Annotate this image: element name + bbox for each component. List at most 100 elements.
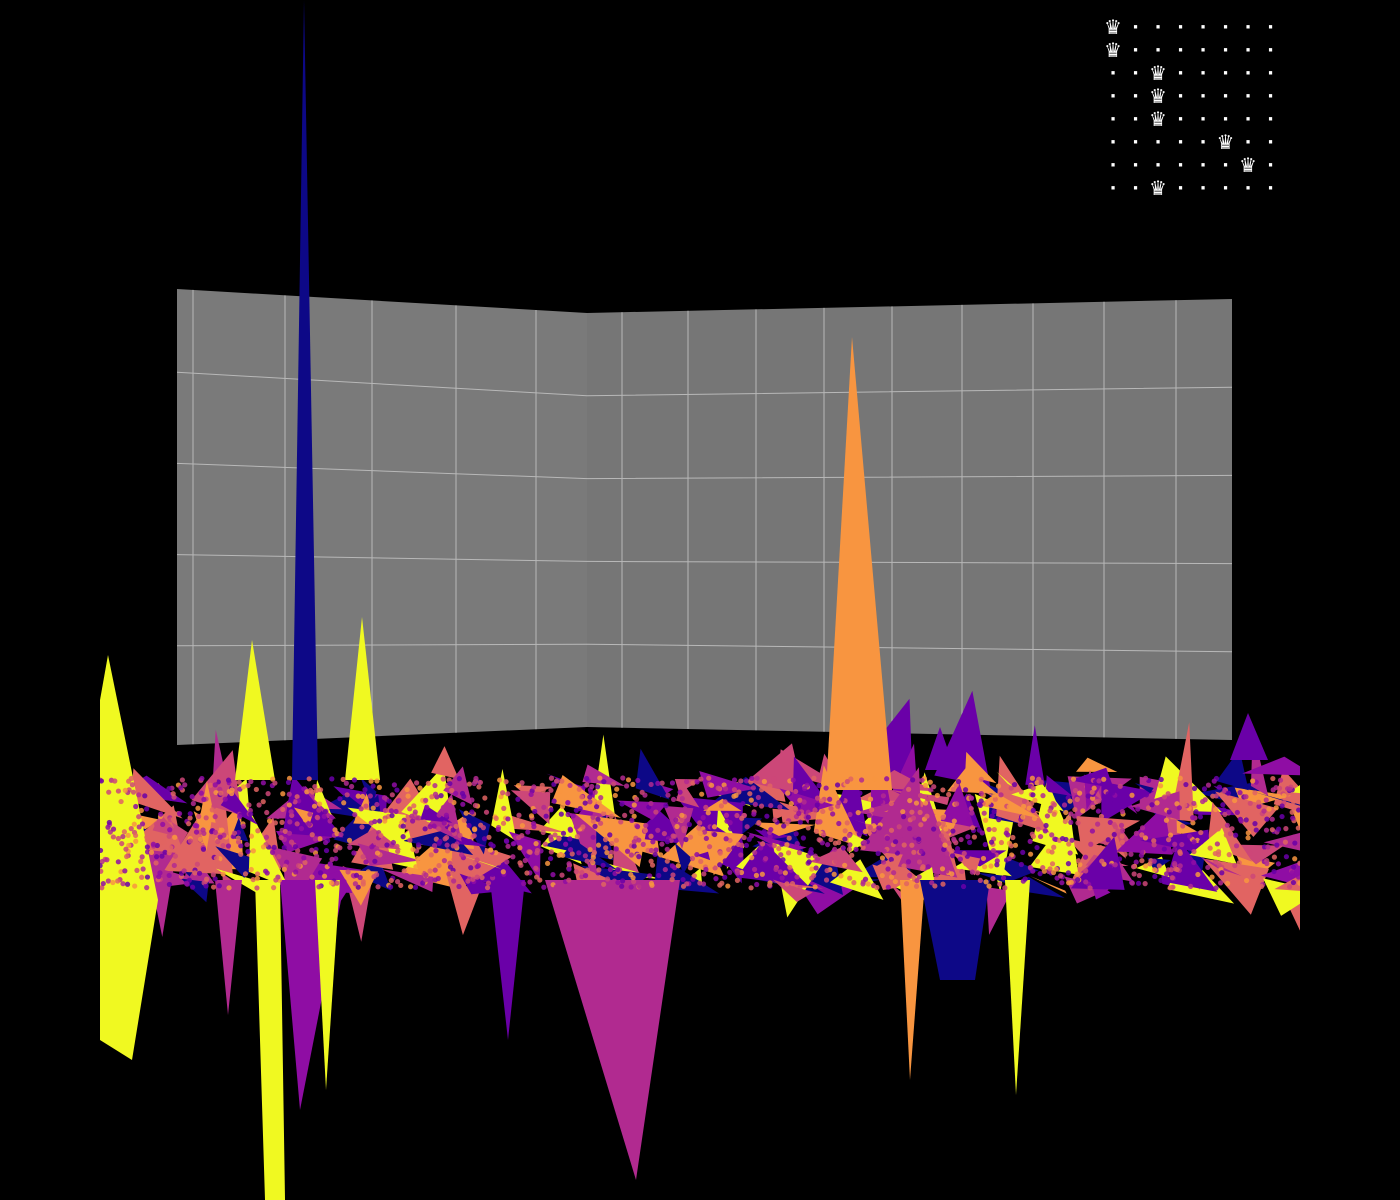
- scatter-point: [988, 839, 995, 845]
- scatter-point: [946, 791, 952, 798]
- scatter-point: [407, 884, 414, 890]
- scatter-point: [1022, 876, 1028, 882]
- scatter-point: [662, 866, 668, 873]
- scatter-point: [748, 797, 754, 803]
- scatter-point: [1223, 832, 1229, 838]
- scatter-point: [1226, 809, 1232, 815]
- scatter-point: [608, 849, 615, 856]
- scatter-point: [1177, 850, 1183, 857]
- scatter-point: [1193, 809, 1199, 815]
- scatter-point: [122, 787, 128, 793]
- scatter-point: [1021, 803, 1027, 810]
- surface-facet: [1134, 783, 1154, 794]
- scatter-point: [1082, 854, 1089, 860]
- scatter-point: [639, 789, 645, 795]
- scatter-point: [652, 851, 658, 858]
- scatter-point: [1075, 877, 1081, 883]
- scatter-point: [764, 813, 770, 819]
- scatter-point: [203, 883, 209, 889]
- scatter-point: [192, 870, 198, 876]
- scatter-point: [631, 843, 637, 849]
- scatter-point: [573, 869, 579, 875]
- empty-square: ·: [1177, 109, 1184, 130]
- scatter-point: [133, 838, 139, 844]
- scatter-point: [613, 837, 619, 843]
- scatter-point: [468, 865, 474, 871]
- scatter-point: [1245, 830, 1251, 836]
- scatter-point: [847, 875, 853, 881]
- scatter-point: [524, 853, 531, 859]
- scatter-point: [650, 839, 656, 845]
- scatter-point: [559, 778, 565, 784]
- scatter-point: [648, 847, 655, 854]
- scatter-point: [794, 874, 800, 880]
- scatter-point: [613, 846, 619, 852]
- scatter-point: [541, 804, 547, 810]
- scatter-point: [1279, 813, 1285, 820]
- queens-board: ♛ · · · · · · · ♛ · · · · · · · · · ♛ · · · · · · · ♛ · · · · · · · ♛ · · · · ·…: [1102, 16, 1288, 206]
- scatter-point: [846, 846, 852, 852]
- scatter-point: [235, 829, 242, 836]
- scatter-point: [516, 834, 522, 841]
- scatter-point: [1142, 881, 1148, 887]
- scatter-point: [963, 861, 969, 867]
- scatter-point: [592, 823, 598, 829]
- scatter-point: [969, 825, 976, 831]
- scatter-point: [1047, 808, 1053, 814]
- scatter-point: [197, 836, 204, 843]
- scatter-point: [1158, 877, 1164, 883]
- queen: ♛: [1149, 84, 1167, 108]
- scatter-point: [100, 778, 105, 784]
- scatter-point: [588, 790, 594, 796]
- scatter-point: [784, 842, 790, 848]
- scatter-point: [723, 812, 730, 818]
- scatter-point: [805, 825, 811, 831]
- scatter-point: [477, 779, 484, 786]
- scatter-point: [450, 806, 456, 813]
- scatter-point: [474, 874, 480, 880]
- scatter-point: [136, 824, 142, 830]
- scatter-point: [1083, 879, 1089, 885]
- scatter-point: [1098, 813, 1105, 820]
- scatter-point: [172, 834, 178, 840]
- scatter-point: [1191, 859, 1197, 866]
- scatter-point: [1122, 851, 1128, 857]
- scatter-point: [832, 846, 838, 852]
- surface-facet: [848, 832, 867, 854]
- scatter-point: [900, 837, 906, 843]
- scatter-point: [313, 787, 320, 793]
- scatter-point: [910, 815, 917, 821]
- scatter-point: [758, 803, 765, 809]
- scatter-point: [1219, 870, 1225, 876]
- scatter-point: [1131, 871, 1137, 877]
- scatter-point: [844, 820, 850, 826]
- scatter-point: [1062, 818, 1068, 825]
- scatter-point: [1002, 885, 1008, 891]
- scatter-point: [849, 852, 855, 858]
- scatter-point: [681, 825, 687, 831]
- scatter-point: [771, 842, 777, 849]
- scatter-point: [440, 776, 446, 782]
- empty-square: ·: [1222, 109, 1229, 130]
- scatter-point: [235, 839, 242, 845]
- scatter-point: [1166, 809, 1172, 815]
- scatter-point: [1237, 790, 1243, 796]
- scatter-point: [504, 838, 510, 844]
- scatter-point: [1156, 863, 1162, 869]
- scatter-point: [691, 873, 697, 879]
- scatter-point: [387, 884, 394, 890]
- scatter-point: [980, 855, 987, 862]
- scatter-point: [698, 776, 704, 782]
- scatter-point: [1211, 778, 1217, 784]
- scatter-point: [443, 812, 450, 818]
- scatter-point: [1061, 802, 1068, 808]
- scatter-point: [1107, 864, 1113, 870]
- scatter-point: [700, 815, 706, 821]
- scatter-point: [986, 799, 992, 805]
- scatter-point: [715, 785, 721, 791]
- scatter-point: [982, 841, 988, 848]
- scatter-point: [724, 818, 730, 824]
- scatter-point: [314, 814, 320, 820]
- scatter-point: [256, 802, 262, 808]
- scatter-point: [436, 862, 442, 869]
